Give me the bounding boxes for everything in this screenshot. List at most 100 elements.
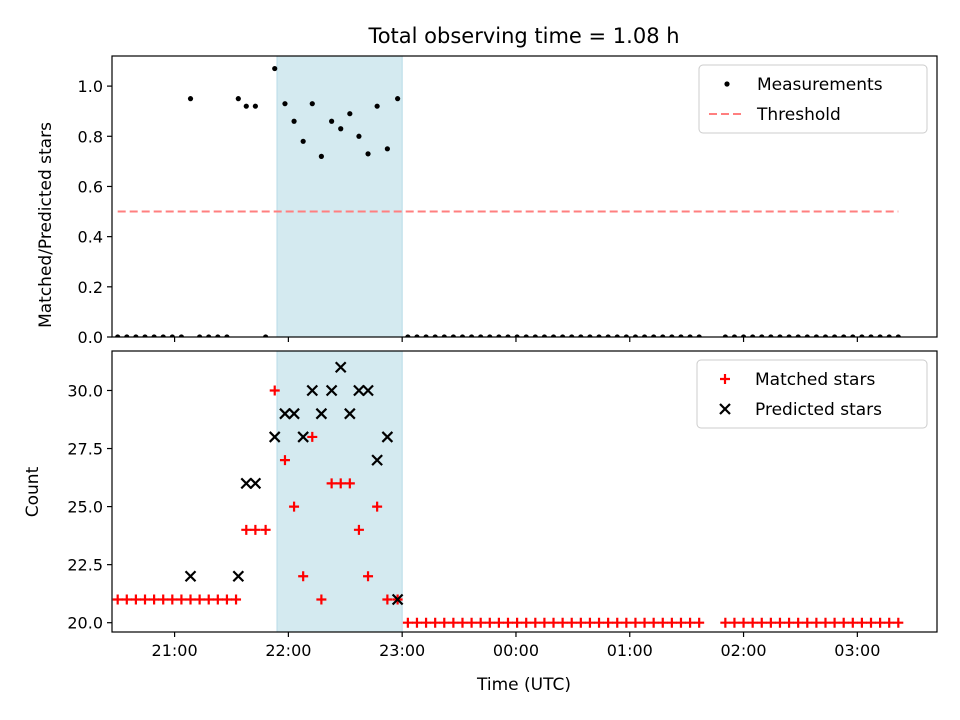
measurement-point [578,334,584,337]
measurement-point [478,334,484,337]
matched-star-marker [548,617,559,628]
measurement-point [886,334,892,337]
measurement-point [468,334,475,337]
measurement-point [405,334,411,337]
matched-star-marker [250,524,261,535]
matched-star-marker [539,617,550,628]
measurement-point [133,334,139,337]
measurement-point [768,334,774,337]
matched-star-marker [439,617,450,628]
matched-star-marker [512,617,523,628]
bottom-legend: Matched stars Predicted stars [696,359,928,429]
matched-star-marker [666,617,677,628]
measurement-point [432,334,438,337]
measurement-point [441,334,447,337]
measurement-point [722,334,728,337]
matched-star-marker [140,594,150,605]
predicted-star-marker [268,431,281,443]
predicted-star-marker [288,407,300,420]
measurement-point [160,334,166,337]
predicted-star-marker [184,570,197,583]
measurement-point [623,334,629,337]
legend-marker [720,374,730,384]
bottom-panel-ylabel: Count [23,466,43,517]
matched-star-marker [793,617,804,628]
legend-item: Matched stars [720,370,875,390]
bottom-panel: Count Time (UTC) 20.0 22.5 25.0 27.5 30.0 21:… [23,350,938,695]
matched-star-marker [802,617,813,628]
top-highlight-span [276,55,403,338]
top-ytick-label: 0.8 [78,127,103,146]
matched-star-marker [557,617,568,628]
matched-star-marker [260,524,271,535]
matched-star-marker [811,617,822,628]
matched-star-marker [594,617,605,628]
matched-star-marker [231,594,242,605]
matched-star-marker [784,617,795,628]
matched-star-marker [856,617,867,628]
bottom-xtick-label: 00:00 [493,641,539,660]
bottom-ytick-label: 22.5 [67,556,103,575]
measurement-point [831,334,838,337]
predicted-star-marker [371,454,383,466]
predicted-star-marker [334,361,347,374]
measurement-point [868,334,874,337]
matched-star-marker [603,617,614,628]
matched-star-marker [241,524,252,535]
measurement-point [777,334,783,337]
measurement-point [374,103,380,109]
matched-star-marker [866,617,876,628]
matched-star-marker [421,617,432,628]
matched-star-marker [289,501,300,512]
predicted-star-marker [325,384,338,397]
matched-star-marker [575,617,586,628]
predicted-star-marker [240,477,253,490]
measurement-point [235,96,241,102]
measurement-point [696,334,702,337]
measurement-point [795,334,801,337]
top-panel: Matched/Predicted stars 0.0 0.2 0.4 0.6 0.8 1… [36,55,938,347]
matched-star-marker [530,617,541,628]
matched-star-marker [838,617,849,628]
matched-star-marker [269,385,280,396]
matched-star-marker [648,617,659,628]
matched-star-marker [639,617,650,628]
measurement-point [282,101,288,107]
measurement-point [291,118,297,124]
measurement-point [895,334,901,337]
top-legend: Measurements Threshold [698,64,928,134]
measurement-point [541,334,548,337]
measurement-point [641,334,648,337]
bottom-xtick-label: 02:00 [720,641,766,660]
matched-star-marker [167,594,178,605]
measurement-point [669,334,675,337]
matched-star-marker [729,617,740,628]
measurement-point [569,334,575,337]
predicted-star-marker [297,431,309,443]
measurement-point [309,101,315,107]
matched-star-marker [344,478,355,489]
matched-star-marker [212,594,223,605]
matched-star-marker [484,617,495,628]
matched-star-marker [738,617,749,628]
measurement-point [395,96,401,102]
predicted-star-marker [353,384,365,397]
matched-star-marker [130,594,141,605]
measurement-point [605,334,611,337]
measurement-point [338,126,344,132]
measurement-point [523,334,529,337]
matched-star-marker [475,617,486,628]
measurement-point [272,65,278,72]
measurement-point [384,146,390,152]
measurement-point [318,153,324,159]
matched-star-marker [279,455,290,466]
matched-star-marker [884,617,895,628]
bottom-series-predicted-stars [184,361,404,606]
measurement-point [614,334,620,337]
measurement-point [841,334,847,337]
matched-star-marker [430,617,441,628]
measurement-point [550,334,557,337]
measurement-point [859,334,865,337]
predicted-star-marker [391,593,404,606]
